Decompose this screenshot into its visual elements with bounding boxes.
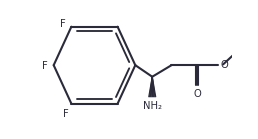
- Text: O: O: [221, 60, 229, 70]
- Text: F: F: [60, 19, 66, 29]
- Text: O: O: [193, 89, 201, 99]
- Text: NH₂: NH₂: [143, 101, 162, 111]
- Text: F: F: [42, 61, 47, 71]
- Text: F: F: [62, 109, 68, 119]
